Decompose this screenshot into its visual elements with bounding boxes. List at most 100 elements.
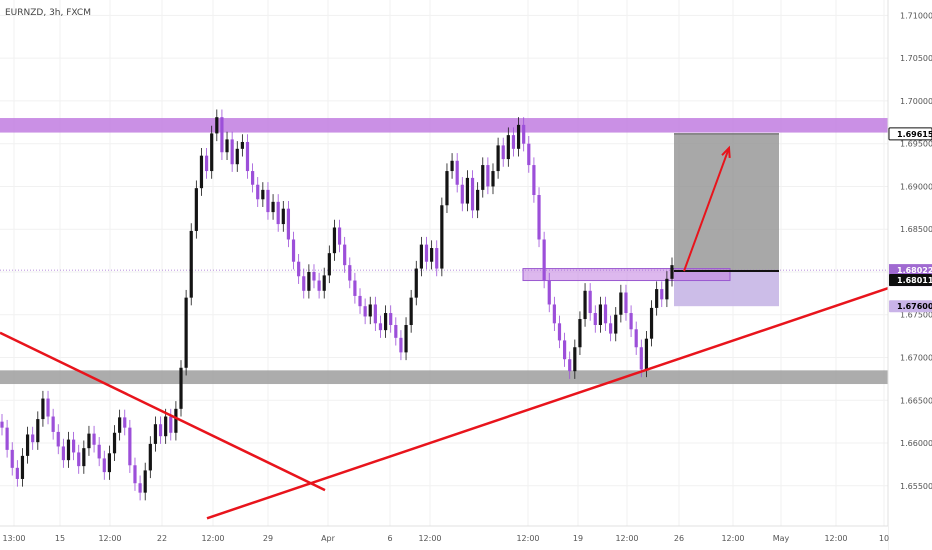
candle-body (593, 313, 597, 326)
price-zones (0, 118, 888, 385)
candle-body (107, 453, 112, 473)
candle-body (542, 239, 546, 281)
stop-price-tag: 1.67600 (889, 300, 932, 313)
candle-body (491, 171, 495, 187)
projection-arrow[interactable] (683, 147, 730, 272)
candle-body (174, 408, 178, 433)
candle-body (496, 145, 500, 172)
x-tick-label: 15 (55, 534, 65, 543)
candle-body (409, 297, 413, 326)
candle-body (598, 304, 602, 326)
x-tick-label: 19 (573, 534, 583, 543)
candle-body (204, 155, 209, 172)
candle-body (123, 417, 127, 428)
y-tick-label: 1.67000 (900, 354, 932, 363)
ascending-trendline[interactable] (206, 287, 889, 520)
x-tick-label: 12:00 (721, 534, 744, 543)
candle-body (102, 458, 106, 473)
candle-body (291, 239, 296, 262)
candle-body (164, 416, 168, 437)
candle-body (383, 313, 388, 331)
candle-body (215, 117, 219, 134)
candle-body (455, 160, 459, 185)
candle-body (470, 177, 475, 211)
candle-body (639, 347, 643, 370)
candle-body (476, 189, 480, 211)
candle-body (322, 275, 326, 291)
candle-body (552, 304, 556, 324)
candle-body (25, 434, 30, 456)
candle-body (430, 248, 434, 262)
candle-body (118, 417, 122, 433)
candle-body (527, 143, 531, 166)
candle-body (297, 261, 301, 277)
candle-body (588, 290, 592, 314)
candle-body (230, 139, 234, 165)
candle-body (261, 189, 265, 200)
x-tick-label: 22 (157, 534, 167, 543)
candle-body (46, 398, 50, 417)
candle-body (537, 195, 541, 240)
candle-body (184, 297, 188, 368)
candle-body (389, 313, 393, 326)
candle-body (665, 278, 669, 300)
candle-body (522, 124, 526, 144)
drawings[interactable] (0, 145, 889, 520)
candle-body (153, 424, 158, 444)
candle-body (440, 205, 444, 269)
y-tick-label: 1.70000 (900, 97, 932, 106)
candle-body (10, 449, 14, 468)
candle-body (143, 470, 147, 493)
candle-body (15, 467, 19, 479)
candle-body (31, 434, 35, 443)
candle-body (56, 431, 60, 447)
candle-body (112, 432, 117, 454)
x-tick-label: Apr (321, 534, 336, 543)
candle-body (532, 165, 536, 196)
candle-body (394, 325, 398, 338)
candle-body (332, 227, 337, 254)
candle-body (199, 155, 204, 189)
candle-body (327, 253, 331, 276)
candle-body (41, 398, 45, 420)
support-zone (0, 370, 888, 385)
candle-body (603, 304, 608, 324)
candle-body (583, 290, 587, 320)
y-tick-label: 1.67500 (900, 311, 932, 320)
entry-zone (522, 268, 731, 282)
candle-body (445, 171, 449, 206)
symbol-title: EURNZD, 3h, FXCM (5, 8, 91, 18)
candle-body (82, 448, 86, 467)
entry-price-label: 1.68011 (897, 276, 932, 285)
stop-price-tag-bg (889, 300, 932, 313)
candle-body (128, 427, 132, 466)
candle-body (158, 424, 163, 437)
y-tick-label: 1.65500 (900, 482, 932, 491)
candle-body (138, 483, 142, 493)
descending-trendline[interactable] (0, 331, 326, 492)
x-tick-label: 12:00 (418, 534, 441, 543)
candle-body (169, 416, 173, 433)
candle-body (578, 319, 582, 348)
entry-price-tag-bg (889, 274, 932, 287)
candle-body (373, 304, 377, 324)
y-tick-label: 1.68500 (900, 225, 932, 234)
time-axis[interactable] (0, 526, 888, 550)
candle-body (516, 124, 521, 149)
candle-body (435, 248, 439, 269)
candle-body (240, 141, 244, 149)
x-tick-label: 29 (263, 534, 273, 543)
candle-body (609, 323, 613, 334)
candle-body (404, 325, 408, 353)
target-price-tag: 1.69615 (888, 127, 932, 141)
candle-body (511, 135, 516, 149)
y-tick-label: 1.69000 (900, 182, 932, 191)
candle-body (358, 295, 362, 307)
x-tick-label: 12:00 (201, 534, 224, 543)
candle-body (72, 439, 76, 453)
candle-body (307, 271, 311, 291)
candle-body (251, 171, 255, 185)
candle-body (460, 184, 464, 204)
